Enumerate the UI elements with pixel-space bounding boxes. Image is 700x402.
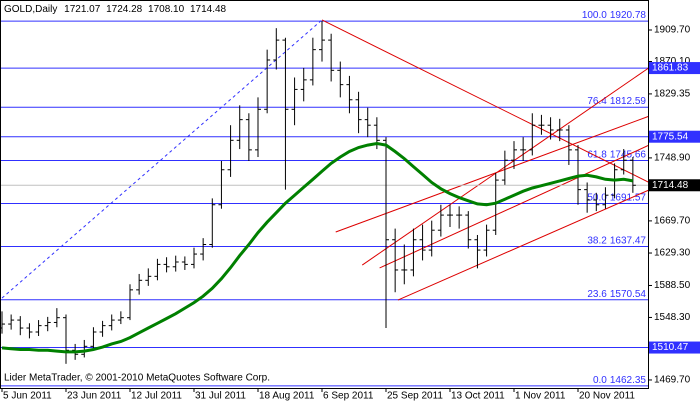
price-box (649, 179, 700, 192)
level-box (649, 341, 700, 354)
y-tick-label: 1909.70 (654, 25, 691, 36)
trendline (1, 19, 323, 299)
fibo-label: 38.2 1637.47 (587, 235, 646, 246)
fibo-price: 1691.57 (610, 192, 647, 203)
fibo-price: 1637.47 (610, 235, 647, 246)
symbol: GOLD,Daily (4, 4, 57, 15)
fibo-price: 1570.54 (610, 288, 647, 299)
fibo-label: 0.0 1462.35 (593, 374, 646, 385)
x-tick-label: 6 Sep 2011 (323, 391, 374, 402)
y-tick-label: 1870.10 (654, 56, 691, 67)
x-tick-label: 5 Jun 2011 (3, 391, 52, 402)
level-label: 1510.47 (652, 342, 689, 353)
fibo-label: 76.4 1812.59 (587, 96, 646, 107)
fibo-ratio: 50.0 (587, 192, 607, 203)
fibo-ratio: 38.2 (587, 235, 607, 246)
trendline (361, 67, 648, 266)
y-tick-label: 1669.70 (654, 216, 691, 227)
fibo-price: 1462.35 (610, 374, 647, 385)
x-tick-label: 18 Aug 2011 (259, 391, 315, 402)
fibo-price: 1920.78 (610, 10, 647, 21)
fibo-ratio: 76.4 (587, 96, 607, 107)
fibo-label: 23.6 1570.54 (587, 288, 646, 299)
fibo-ratio: 0.0 (593, 374, 607, 385)
copyright: Lider MetaTrader, © 2001-2010 MetaQuotes… (4, 373, 270, 384)
fibo-label: 50.0 1691.57 (587, 192, 646, 203)
price-box-label: 1714.48 (652, 180, 689, 191)
x-tick-label: 23 Jun 2011 (67, 391, 122, 402)
trendline (397, 189, 648, 301)
level-box (649, 130, 700, 143)
fibo-ratio: 61.8 (587, 149, 607, 160)
x-tick-label: 1 Nov 2011 (515, 391, 566, 402)
quote-low: 1708.10 (148, 4, 185, 15)
trendline (379, 145, 648, 269)
y-tick-label: 1629.30 (654, 248, 691, 259)
x-tick-label: 13 Oct 2011 (451, 391, 505, 402)
quote-close: 1714.48 (190, 4, 227, 15)
level-box (649, 62, 700, 75)
trendline (321, 19, 648, 183)
level-label: 1775.54 (652, 131, 689, 142)
y-tick-label: 1829.35 (654, 89, 691, 100)
x-tick-label: 12 Jul 2011 (131, 391, 182, 402)
fibo-ratio: 23.6 (587, 288, 607, 299)
quote-open: 1721.07 (64, 4, 101, 15)
y-tick-label: 1469.70 (654, 375, 691, 386)
x-tick-label: 31 Jul 2011 (195, 391, 246, 402)
quote-high: 1724.28 (106, 4, 143, 15)
plot-area: 100.01920.7876.41812.5961.81745.6650.016… (1, 10, 648, 387)
fibo-label: 100.0 1920.78 (582, 10, 647, 21)
y-tick-label: 1548.30 (654, 312, 691, 323)
fibo-ratio: 100.0 (582, 10, 607, 21)
y-tick-label: 1588.50 (654, 280, 691, 291)
plot-frame (0, 0, 649, 389)
x-tick-label: 25 Sep 2011 (387, 391, 443, 402)
trendline (335, 116, 648, 233)
x-tick-label: 20 Nov 2011 (579, 391, 635, 402)
fibo-price: 1812.59 (610, 96, 647, 107)
level-label: 1861.83 (652, 63, 689, 74)
y-tick-label: 1748.90 (654, 153, 691, 164)
moving-average (1, 141, 634, 354)
header: GOLD,Daily 1721.07 1724.28 1708.10 1714.… (4, 4, 227, 15)
